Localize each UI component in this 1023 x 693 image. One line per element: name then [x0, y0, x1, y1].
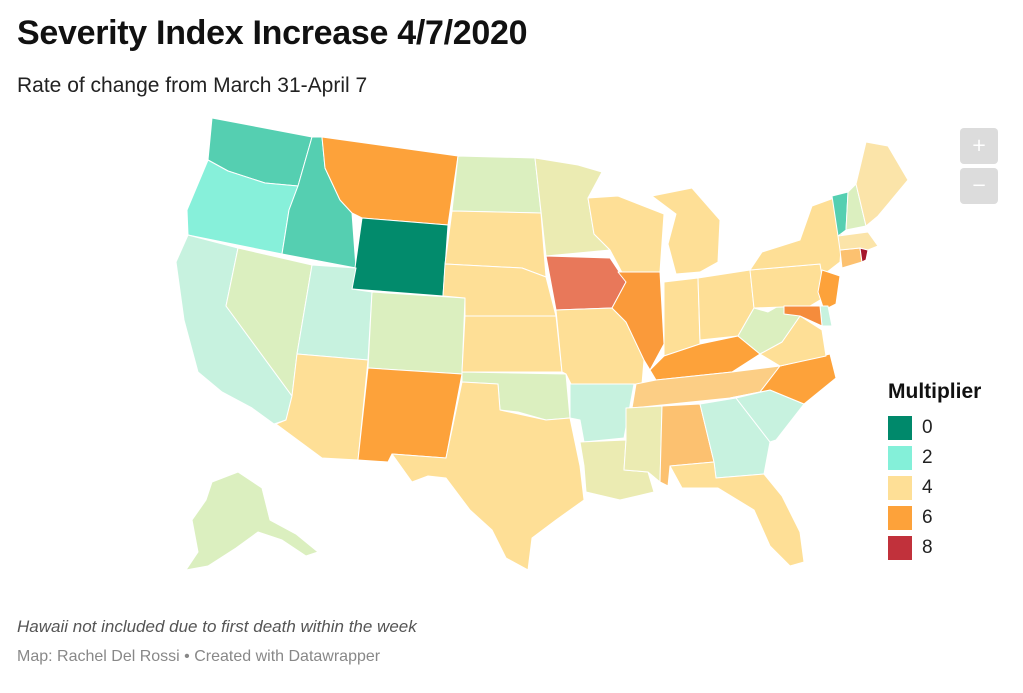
legend-swatch [888, 536, 912, 560]
legend-label: 4 [922, 477, 933, 498]
state-PA[interactable] [749, 263, 831, 309]
states-layer [175, 117, 909, 571]
legend-item: 2 [888, 443, 981, 473]
state-ME[interactable] [855, 141, 909, 227]
legend-swatch [888, 416, 912, 440]
state-AZ[interactable] [275, 353, 369, 461]
legend: Multiplier 0 2 4 6 8 [888, 380, 981, 563]
map-subtitle: Rate of change from March 31-April 7 [17, 74, 368, 97]
legend-swatch [888, 506, 912, 530]
state-ND[interactable] [451, 155, 542, 214]
state-IL[interactable] [611, 271, 665, 371]
legend-item: 8 [888, 533, 981, 563]
legend-label: 8 [922, 537, 933, 558]
us-states-map[interactable] [0, 110, 1023, 590]
legend-item: 6 [888, 503, 981, 533]
state-WY[interactable] [351, 217, 449, 297]
state-FL[interactable] [669, 461, 805, 567]
legend-label: 0 [922, 417, 933, 438]
legend-item: 4 [888, 473, 981, 503]
map-title: Severity Index Increase 4/7/2020 [17, 14, 528, 52]
zoom-out-button[interactable]: − [960, 168, 998, 204]
byline: Map: Rachel Del Rossi • Created with Dat… [17, 648, 381, 665]
legend-label: 2 [922, 447, 933, 468]
state-CO[interactable] [367, 291, 466, 375]
state-MS[interactable] [623, 405, 663, 483]
legend-swatch [888, 446, 912, 470]
state-AR[interactable] [569, 383, 635, 443]
state-NY[interactable] [749, 197, 843, 277]
zoom-in-button[interactable]: + [960, 128, 998, 164]
state-IN[interactable] [663, 277, 701, 357]
state-TX[interactable] [391, 381, 585, 571]
state-MD[interactable] [783, 305, 823, 327]
state-CT[interactable] [839, 247, 863, 269]
state-MA[interactable] [837, 231, 879, 251]
state-NC[interactable] [729, 353, 837, 405]
legend-item: 0 [888, 413, 981, 443]
state-KS[interactable] [461, 315, 563, 373]
state-IA[interactable] [545, 255, 627, 311]
state-MI[interactable] [651, 187, 721, 275]
footnote: Hawaii not included due to first death w… [17, 617, 417, 636]
state-NM[interactable] [357, 367, 463, 463]
state-AK[interactable] [185, 471, 319, 571]
legend-label: 6 [922, 507, 933, 528]
state-NJ[interactable] [817, 269, 841, 311]
legend-title: Multiplier [888, 380, 982, 403]
legend-swatch [888, 476, 912, 500]
